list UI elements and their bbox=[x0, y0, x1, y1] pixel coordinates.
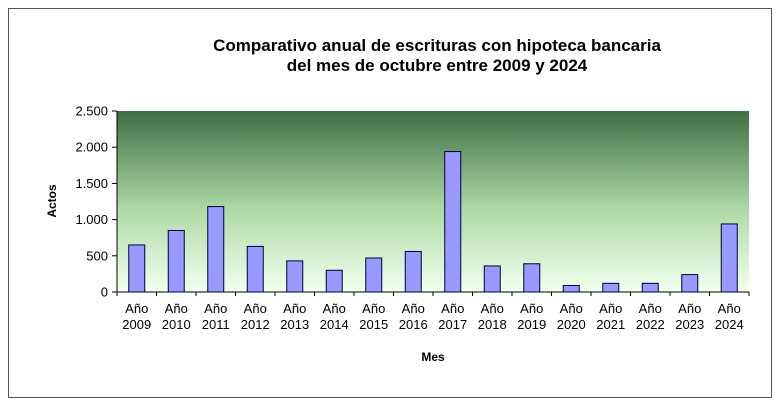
x-tick-label-year: 2024 bbox=[715, 317, 744, 332]
x-tick-label-year: 2019 bbox=[517, 317, 546, 332]
x-tick-label-word: Año bbox=[283, 301, 306, 316]
bar-2019 bbox=[523, 263, 541, 293]
x-tick-label-word: Año bbox=[402, 301, 425, 316]
x-tick-label-year: 2022 bbox=[636, 317, 665, 332]
x-tick-label-year: 2023 bbox=[675, 317, 704, 332]
x-tick-label-year: 2015 bbox=[359, 317, 388, 332]
y-tick-label: 2.500 bbox=[75, 104, 108, 119]
x-tick-label-year: 2020 bbox=[557, 317, 586, 332]
bar-2016 bbox=[404, 250, 422, 293]
bar-2009 bbox=[128, 244, 146, 293]
x-tick-label-year: 2009 bbox=[122, 317, 151, 332]
x-tick-label-year: 2016 bbox=[399, 317, 428, 332]
bar-2011 bbox=[207, 206, 225, 293]
x-tick-label-word: Año bbox=[520, 301, 543, 316]
x-tick-label-year: 2014 bbox=[320, 317, 349, 332]
bar-2013 bbox=[286, 260, 304, 293]
bar-2023 bbox=[681, 274, 699, 293]
x-tick-label-year: 2012 bbox=[241, 317, 270, 332]
x-tick-label-year: 2021 bbox=[596, 317, 625, 332]
x-tick-label-word: Año bbox=[125, 301, 148, 316]
x-tick-label-word: Año bbox=[639, 301, 662, 316]
x-tick-label-word: Año bbox=[441, 301, 464, 316]
y-tick-label: 500 bbox=[86, 248, 108, 263]
x-tick-label-word: Año bbox=[560, 301, 583, 316]
x-tick-label-word: Año bbox=[599, 301, 622, 316]
x-tick-label-word: Año bbox=[244, 301, 267, 316]
bar-2022 bbox=[641, 282, 659, 293]
bar-2012 bbox=[246, 245, 264, 293]
y-tick-label: 0 bbox=[101, 285, 108, 300]
x-tick-label-year: 2011 bbox=[202, 317, 230, 332]
bar-2014 bbox=[325, 269, 343, 293]
x-tick-label-year: 2018 bbox=[478, 317, 507, 332]
y-tick-label: 2.000 bbox=[75, 140, 108, 155]
x-tick-label-word: Año bbox=[323, 301, 346, 316]
x-axis-ticks: Año2009Año2010Año2011Año2012Año2013Año20… bbox=[116, 292, 750, 332]
x-axis-title: Mes bbox=[421, 350, 445, 364]
x-tick-label-word: Año bbox=[718, 301, 741, 316]
y-axis-ticks: 0 500 1.000 1.500 2.000 2.500 bbox=[75, 104, 117, 300]
bar-2017 bbox=[444, 151, 462, 293]
x-tick-label-word: Año bbox=[481, 301, 504, 316]
bar-2020 bbox=[562, 284, 580, 293]
bar-2018 bbox=[483, 265, 501, 293]
x-tick-label-year: 2013 bbox=[280, 317, 309, 332]
y-tick-label: 1.500 bbox=[75, 176, 108, 191]
x-tick-label-word: Año bbox=[362, 301, 385, 316]
x-tick-label-word: Año bbox=[165, 301, 188, 316]
chart-title: Comparativo anual de escrituras con hipo… bbox=[213, 36, 661, 55]
x-tick-label-year: 2010 bbox=[162, 317, 191, 332]
bars bbox=[128, 151, 738, 293]
x-tick-label-word: Año bbox=[678, 301, 701, 316]
bar-2015 bbox=[365, 257, 383, 293]
x-tick-label-word: Año bbox=[204, 301, 227, 316]
bar-2024 bbox=[720, 223, 738, 293]
y-tick-label: 1.000 bbox=[75, 212, 108, 227]
bar-2010 bbox=[167, 229, 185, 293]
bar-2021 bbox=[602, 282, 620, 293]
y-axis-title: Actos bbox=[45, 184, 59, 218]
chart-subtitle: del mes de octubre entre 2009 y 2024 bbox=[287, 56, 588, 75]
x-tick-label-year: 2017 bbox=[438, 317, 467, 332]
